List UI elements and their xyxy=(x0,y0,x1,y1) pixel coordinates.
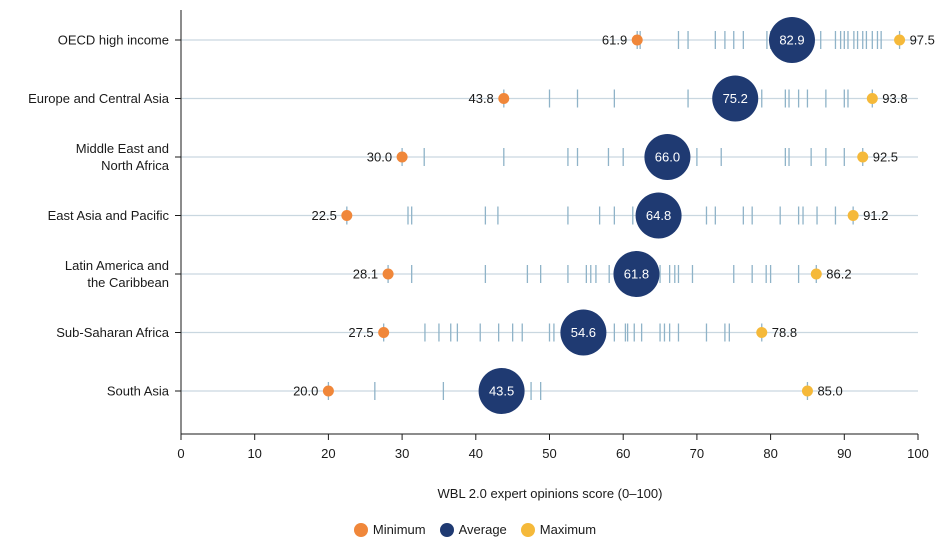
minimum-value-label: 22.5 xyxy=(312,208,337,223)
legend-item-minimum: Minimum xyxy=(353,522,426,537)
minimum-marker xyxy=(378,327,390,338)
average-marker xyxy=(644,134,691,180)
category-label-line: OECD high income xyxy=(58,33,169,48)
maximum-marker xyxy=(756,327,768,338)
average-marker xyxy=(712,75,759,122)
x-tick-label: 90 xyxy=(837,446,851,461)
minimum-value-label: 20.0 xyxy=(293,384,318,399)
minimum-marker xyxy=(396,151,408,163)
category-row: East Asia and Pacific 64.8 22.5 91.2 xyxy=(48,192,918,239)
chart: OECD high income 82.9 61.9 97.5 Europe and C… xyxy=(28,10,935,501)
minimum-value-label: 27.5 xyxy=(348,325,373,340)
average-value-label: 66.0 xyxy=(655,150,680,165)
maximum-marker xyxy=(847,210,859,221)
average-value-label: 64.8 xyxy=(646,208,671,223)
category-label-line: East Asia and Pacific xyxy=(48,208,170,223)
maximum-value-label: 92.5 xyxy=(873,150,898,165)
category-label: Middle East and North Africa xyxy=(76,141,170,173)
maximum-value-label: 97.5 xyxy=(910,33,935,48)
category-label-line: Sub-Saharan Africa xyxy=(56,325,170,340)
minimum-marker xyxy=(631,34,643,46)
maximum-marker xyxy=(857,151,869,163)
category-label-line: South Asia xyxy=(107,384,170,399)
category-label-line: Latin America and xyxy=(65,258,169,273)
minimum-marker xyxy=(322,385,334,397)
x-tick-label: 60 xyxy=(616,446,630,461)
legend-swatch xyxy=(439,522,454,537)
x-tick-label: 20 xyxy=(321,446,335,461)
legend: Minimum Average Maximum xyxy=(0,522,950,537)
maximum-value-label: 85.0 xyxy=(817,384,842,399)
category-row: Europe and Central Asia 75.2 43.8 93.8 xyxy=(28,75,918,122)
minimum-value-label: 30.0 xyxy=(367,150,392,165)
category-row: Middle East and North Africa 66.0 30.0 92.5 xyxy=(76,134,918,180)
x-tick-label: 30 xyxy=(395,446,409,461)
average-marker xyxy=(613,251,660,297)
legend-swatch xyxy=(520,522,535,537)
x-tick-label: 10 xyxy=(247,446,261,461)
average-marker xyxy=(560,309,607,356)
category-label-line: Europe and Central Asia xyxy=(28,91,170,106)
minimum-marker xyxy=(498,93,510,104)
average-value-label: 43.5 xyxy=(489,384,514,399)
average-value-label: 54.6 xyxy=(571,325,596,340)
average-value-label: 75.2 xyxy=(723,91,748,106)
maximum-value-label: 91.2 xyxy=(863,208,888,223)
minimum-marker xyxy=(382,268,394,280)
legend-swatch xyxy=(353,522,368,537)
maximum-value-label: 86.2 xyxy=(826,267,851,282)
category-row: South Asia 43.5 20.0 85.0 xyxy=(107,368,918,414)
x-axis-title: WBL 2.0 expert opinions score (0–100) xyxy=(438,486,663,501)
maximum-marker xyxy=(801,385,813,397)
average-marker xyxy=(478,368,525,414)
legend-item-average: Average xyxy=(439,522,507,537)
maximum-value-label: 93.8 xyxy=(882,91,907,106)
category-label-line: North Africa xyxy=(101,158,170,173)
category-row: Latin America and the Caribbean 61.8 28.1 86… xyxy=(65,251,918,297)
x-tick-label: 100 xyxy=(907,446,929,461)
legend-label: Average xyxy=(458,522,507,537)
average-value-label: 82.9 xyxy=(779,33,804,48)
category-label: Latin America and the Caribbean xyxy=(65,258,169,290)
category-label: Europe and Central Asia xyxy=(28,91,170,106)
minimum-marker xyxy=(341,210,353,221)
legend-label: Maximum xyxy=(539,522,597,537)
x-axis: 0 10 20 30 40 50 60 70 80 90 100 xyxy=(177,10,929,461)
average-value-label: 61.8 xyxy=(624,267,649,282)
category-label: South Asia xyxy=(107,384,170,399)
category-row: Sub-Saharan Africa 54.6 27.5 78.8 xyxy=(56,309,918,356)
x-tick-label: 50 xyxy=(542,446,556,461)
legend-label: Minimum xyxy=(372,522,426,537)
rows-layer: OECD high income 82.9 61.9 97.5 Europe and C… xyxy=(28,17,935,414)
minimum-value-label: 43.8 xyxy=(468,91,493,106)
average-marker xyxy=(635,192,682,239)
category-label-line: Middle East and xyxy=(76,141,169,156)
category-label: East Asia and Pacific xyxy=(48,208,170,223)
category-label: Sub-Saharan Africa xyxy=(56,325,170,340)
maximum-marker xyxy=(810,268,822,280)
x-tick-label: 80 xyxy=(763,446,777,461)
category-label: OECD high income xyxy=(58,33,169,48)
x-tick-label: 40 xyxy=(469,446,483,461)
legend-item-maximum: Maximum xyxy=(520,522,597,537)
x-tick-label: 70 xyxy=(690,446,704,461)
average-marker xyxy=(768,17,815,63)
minimum-value-label: 61.9 xyxy=(602,33,627,48)
maximum-value-label: 78.8 xyxy=(772,325,797,340)
category-row: OECD high income 82.9 61.9 97.5 xyxy=(58,17,935,63)
maximum-marker xyxy=(866,93,878,104)
x-tick-label: 0 xyxy=(177,446,184,461)
maximum-marker xyxy=(894,34,906,46)
category-label-line: the Caribbean xyxy=(87,275,169,290)
minimum-value-label: 28.1 xyxy=(353,267,378,282)
